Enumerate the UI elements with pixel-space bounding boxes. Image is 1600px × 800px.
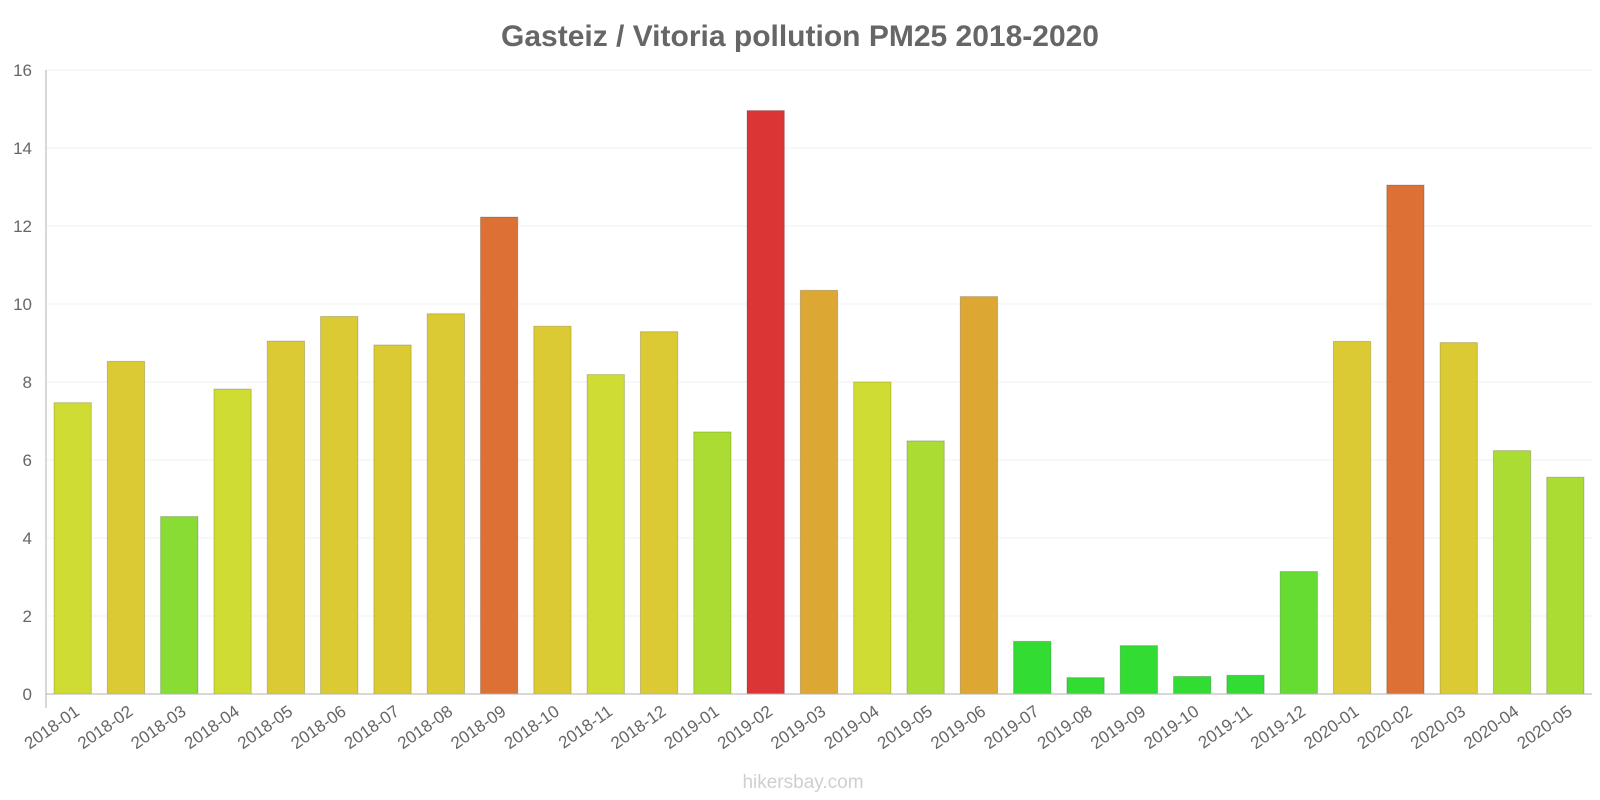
x-tick-label: 2018-12 (607, 702, 669, 753)
x-tick-label: 2019-11 (1195, 702, 1256, 753)
x-tick-label: 2018-03 (128, 702, 190, 753)
x-tick-label: 2018-05 (234, 702, 296, 753)
bar-2018-05 (266, 340, 306, 695)
x-tick-label: 2020-05 (1514, 702, 1576, 753)
x-tick-label: 2018-07 (341, 702, 403, 753)
x-tick-label: 2019-08 (1034, 702, 1096, 753)
bar-2019-08 (1066, 677, 1105, 695)
x-tick-label: 2018-02 (74, 702, 136, 753)
bar-2018-03 (160, 516, 199, 695)
bar-2020-02 (1386, 184, 1425, 695)
x-tick-label: 2018-06 (287, 702, 349, 753)
bar-2019-02 (746, 110, 785, 695)
y-tick-label: 8 (23, 373, 32, 392)
bar-2020-01 (1332, 340, 1372, 695)
bar-2020-05 (1546, 476, 1585, 695)
x-tick-label: 2019-05 (874, 702, 936, 753)
y-tick-label: 10 (13, 295, 32, 314)
x-tick-label: 2020-04 (1460, 702, 1522, 753)
x-tick-label: 2019-04 (821, 702, 883, 753)
bars (53, 110, 1585, 695)
bar-2018-08 (426, 313, 465, 695)
x-tick-label: 2019-12 (1247, 702, 1309, 753)
bar-2019-12 (1279, 571, 1318, 695)
x-tick-label: 2018-01 (21, 702, 83, 753)
bar-2019-01 (693, 431, 732, 695)
watermark: hikersbay.com (742, 772, 863, 793)
y-tick-label: 2 (23, 607, 32, 626)
bar-2019-07 (1013, 640, 1052, 695)
x-tick-label: 2018-11 (555, 702, 616, 753)
x-tick-label: 2019-01 (661, 702, 723, 753)
x-tick-label: 2019-06 (927, 702, 989, 753)
bar-2018-11 (586, 374, 625, 695)
bar-2019-09 (1119, 645, 1159, 695)
x-tick-label: 2019-02 (714, 702, 776, 753)
bar-2019-05 (906, 440, 945, 695)
bar-2020-03 (1439, 342, 1478, 695)
x-axis-ticks: 2018-012018-022018-032018-042018-052018-… (21, 702, 1576, 753)
bar-2019-04 (853, 381, 892, 695)
y-tick-label: 6 (23, 451, 32, 470)
x-tick-label: 2020-01 (1300, 702, 1362, 753)
x-tick-label: 2020-02 (1354, 702, 1416, 753)
bar-2018-09 (479, 216, 519, 695)
x-tick-label: 2018-04 (181, 702, 243, 753)
x-tick-label: 2018-08 (394, 702, 456, 753)
bar-2018-10 (533, 325, 572, 695)
bar-2019-03 (799, 289, 839, 695)
y-tick-label: 12 (13, 217, 32, 236)
x-tick-label: 2019-09 (1087, 702, 1149, 753)
y-tick-label: 0 (23, 685, 32, 704)
bar-2018-01 (53, 402, 92, 695)
bar-2018-06 (320, 315, 359, 695)
bar-2018-07 (373, 344, 412, 695)
bar-2019-06 (959, 296, 999, 695)
x-tick-label: 2020-03 (1407, 702, 1469, 753)
bar-2019-10 (1173, 675, 1212, 695)
y-tick-label: 4 (23, 529, 32, 548)
chart-title: Gasteiz / Vitoria pollution PM25 2018-20… (501, 20, 1099, 53)
x-tick-label: 2018-10 (501, 702, 563, 753)
bar-2018-04 (213, 388, 252, 695)
bar-2020-04 (1492, 450, 1532, 695)
bar-2019-11 (1226, 674, 1265, 695)
y-tick-label: 14 (13, 139, 32, 158)
x-tick-label: 2019-07 (981, 702, 1043, 753)
x-tick-label: 2019-10 (1140, 702, 1202, 753)
x-tick-label: 2018-09 (447, 702, 509, 753)
bar-2018-02 (106, 360, 146, 695)
x-tick-label: 2019-03 (767, 702, 829, 753)
bar-2018-12 (639, 331, 679, 695)
y-tick-label: 16 (13, 61, 32, 80)
y-axis-ticks: 0 2 4 6 8 10 12 14 16 (13, 61, 32, 704)
